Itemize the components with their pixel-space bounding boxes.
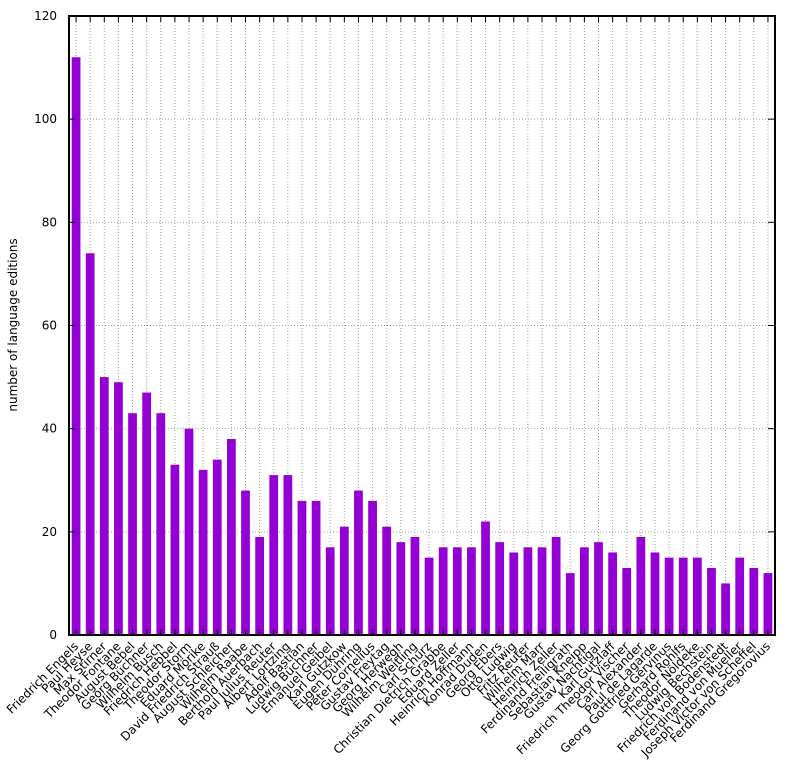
bar (142, 392, 152, 635)
bar (608, 552, 617, 635)
bar (594, 542, 603, 635)
bar (707, 567, 716, 635)
bar (241, 490, 250, 635)
bar (212, 459, 222, 635)
bar (452, 547, 462, 635)
y-tick-labels: 0 20 40 60 80 100 120 (34, 9, 57, 642)
bar (283, 475, 293, 635)
bar (664, 557, 674, 635)
bar (650, 552, 660, 635)
y-tick-label: 80 (42, 215, 57, 229)
bar (467, 547, 476, 635)
bar (565, 573, 575, 635)
bar (410, 536, 420, 635)
bar (128, 413, 137, 635)
axis-ticks (69, 15, 775, 636)
bar (325, 547, 335, 635)
bar (721, 583, 730, 635)
bar (184, 428, 194, 635)
bar (227, 438, 236, 635)
bar (537, 547, 547, 635)
y-tick-label: 40 (42, 422, 57, 436)
bar (114, 382, 123, 635)
bar (735, 557, 745, 635)
bar (495, 542, 505, 635)
bar (311, 500, 321, 635)
bar (622, 567, 632, 635)
bar (368, 500, 377, 635)
bar (523, 547, 533, 635)
bar (424, 557, 434, 635)
bar (354, 490, 363, 635)
bar (198, 469, 208, 635)
y-tick-label: 20 (42, 525, 57, 539)
bar (85, 253, 95, 636)
gridlines (69, 16, 775, 635)
bar (749, 567, 759, 635)
y-tick-label: 0 (49, 628, 57, 642)
bar (269, 475, 279, 635)
bar (692, 557, 702, 635)
y-tick-label: 120 (34, 9, 57, 23)
y-axis-label: number of language editions (6, 238, 20, 411)
y-tick-label: 60 (42, 319, 57, 333)
bar (509, 552, 519, 635)
bar (339, 526, 349, 635)
bar (170, 464, 180, 635)
bar (580, 547, 589, 635)
bar (255, 536, 264, 635)
bar (297, 500, 307, 635)
y-tick-label: 100 (34, 112, 57, 126)
bar (438, 547, 448, 635)
bar (678, 557, 688, 635)
bar (763, 573, 773, 635)
bar (481, 521, 490, 635)
bar (156, 413, 166, 635)
bar (636, 536, 646, 635)
bar (551, 536, 561, 635)
bar (99, 377, 109, 635)
bar (71, 57, 81, 636)
bar (396, 542, 406, 635)
bars (71, 57, 773, 636)
bar (382, 526, 392, 635)
